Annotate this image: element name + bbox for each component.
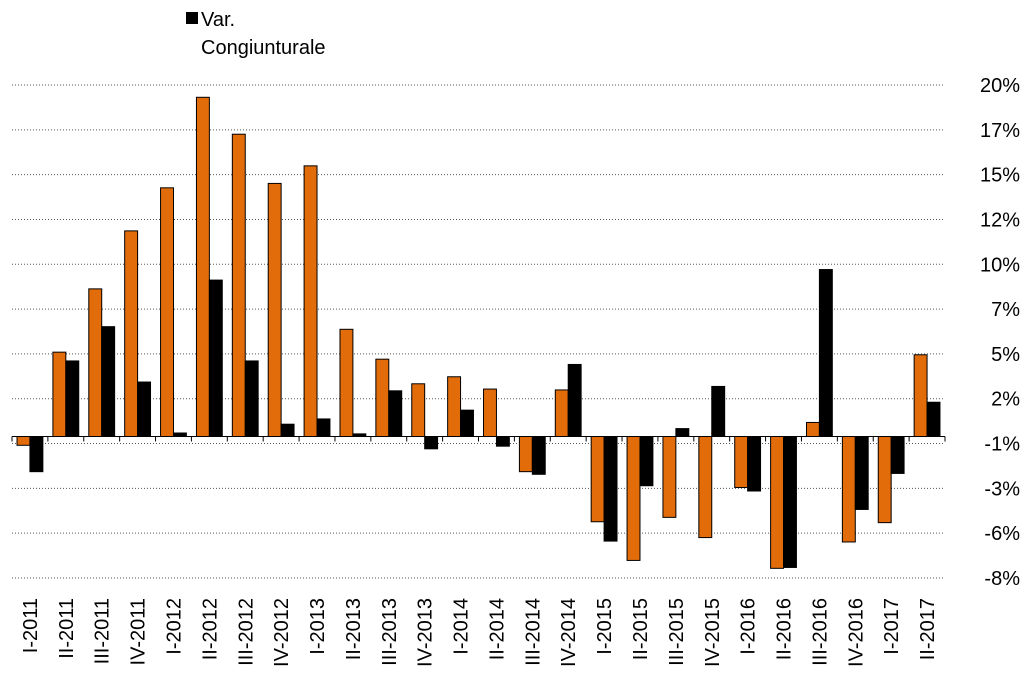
- bar: [447, 376, 462, 438]
- bar: [208, 279, 223, 438]
- x-tick-label: I-2017: [881, 598, 903, 655]
- x-tick-label: III-2016: [809, 598, 831, 666]
- bar: [603, 436, 618, 542]
- y-tick-label: -3%: [984, 478, 1020, 500]
- bar: [195, 96, 210, 438]
- bar: [675, 428, 690, 438]
- y-tick-label: 20%: [980, 75, 1020, 97]
- x-tick-label: III-2012: [235, 598, 257, 666]
- bar: [29, 436, 44, 473]
- bar: [495, 436, 510, 447]
- bar: [554, 389, 569, 438]
- x-tick-label: IV-2016: [845, 598, 867, 667]
- bar: [841, 436, 856, 543]
- y-tick-label: 15%: [980, 165, 1020, 187]
- x-tick-label: III-2014: [522, 598, 544, 666]
- x-tick-label: II-2015: [630, 598, 652, 660]
- y-tick-label: 2%: [991, 389, 1020, 411]
- bar: [818, 269, 833, 438]
- bar: [231, 133, 246, 438]
- bar: [424, 436, 439, 450]
- bar: [518, 436, 533, 473]
- x-tick-label: I-2014: [451, 598, 473, 655]
- bar: [244, 360, 259, 438]
- x-tick-label: III-2013: [379, 598, 401, 666]
- bar: [711, 385, 726, 438]
- bar: [137, 381, 152, 438]
- y-tick-label: 5%: [991, 344, 1020, 366]
- legend-swatch: [186, 12, 198, 24]
- bar: [88, 288, 103, 438]
- bar: [590, 436, 605, 523]
- bar: [639, 436, 654, 487]
- bar: [124, 230, 139, 438]
- bar: [411, 383, 426, 438]
- bar: [160, 187, 174, 438]
- bar: [662, 436, 677, 518]
- bar: [913, 354, 928, 438]
- y-tick-label: -1%: [984, 434, 1020, 456]
- bar: [783, 436, 797, 568]
- bar: [890, 436, 905, 474]
- x-tick-label: II-2011: [56, 598, 78, 659]
- x-tick-label: II-2016: [774, 598, 796, 660]
- bar: [770, 436, 785, 569]
- bar: [854, 436, 869, 510]
- x-tick-label: I-2016: [738, 598, 760, 655]
- legend-label: Var. Congiunturale: [201, 9, 326, 59]
- bar: [303, 165, 318, 438]
- bar: [926, 401, 941, 438]
- bar: [280, 423, 295, 438]
- x-tick-label: IV-2011: [128, 598, 150, 665]
- x-tick-label: I-2012: [163, 598, 185, 655]
- bar: [101, 326, 116, 438]
- bar: [747, 436, 762, 492]
- bar: [734, 436, 749, 488]
- bar: [483, 388, 497, 438]
- y-tick-label: -8%: [984, 568, 1020, 590]
- bar: [339, 328, 354, 438]
- y-tick-label: -6%: [984, 523, 1020, 545]
- y-tick-label: 10%: [980, 254, 1020, 276]
- x-tick-label: III-2011: [92, 598, 114, 664]
- bar: [460, 409, 474, 438]
- x-tick-label: II-2017: [917, 598, 939, 660]
- x-tick-label: II-2014: [486, 598, 508, 660]
- bar: [698, 436, 713, 539]
- bar: [172, 432, 187, 438]
- y-tick-label: 12%: [980, 209, 1020, 231]
- x-tick-label: IV-2014: [558, 598, 580, 667]
- bar: [316, 418, 331, 438]
- bar: [65, 360, 80, 438]
- x-tick-label: II-2013: [343, 598, 365, 660]
- bar: [531, 436, 546, 475]
- x-tick-label: I-2011: [20, 598, 42, 653]
- bar: [626, 436, 641, 561]
- x-tick-label: III-2015: [666, 598, 688, 666]
- bar: [52, 351, 67, 438]
- x-tick-label: IV-2013: [415, 598, 437, 667]
- x-tick-label: IV-2012: [271, 598, 293, 667]
- bar: [877, 436, 892, 524]
- bar: [388, 390, 403, 438]
- bar: [805, 421, 820, 438]
- bar: [567, 363, 582, 438]
- y-tick-label: 7%: [991, 299, 1020, 321]
- x-tick-label: IV-2015: [702, 598, 724, 667]
- x-tick-label: I-2015: [594, 598, 616, 655]
- y-tick-label: 17%: [980, 120, 1020, 142]
- x-tick-label: I-2013: [307, 598, 329, 655]
- bar: [16, 436, 31, 446]
- x-tick-label: II-2012: [199, 598, 221, 660]
- legend: Var. Congiunturale: [186, 6, 326, 62]
- bar: [375, 358, 390, 438]
- bar: [267, 182, 282, 438]
